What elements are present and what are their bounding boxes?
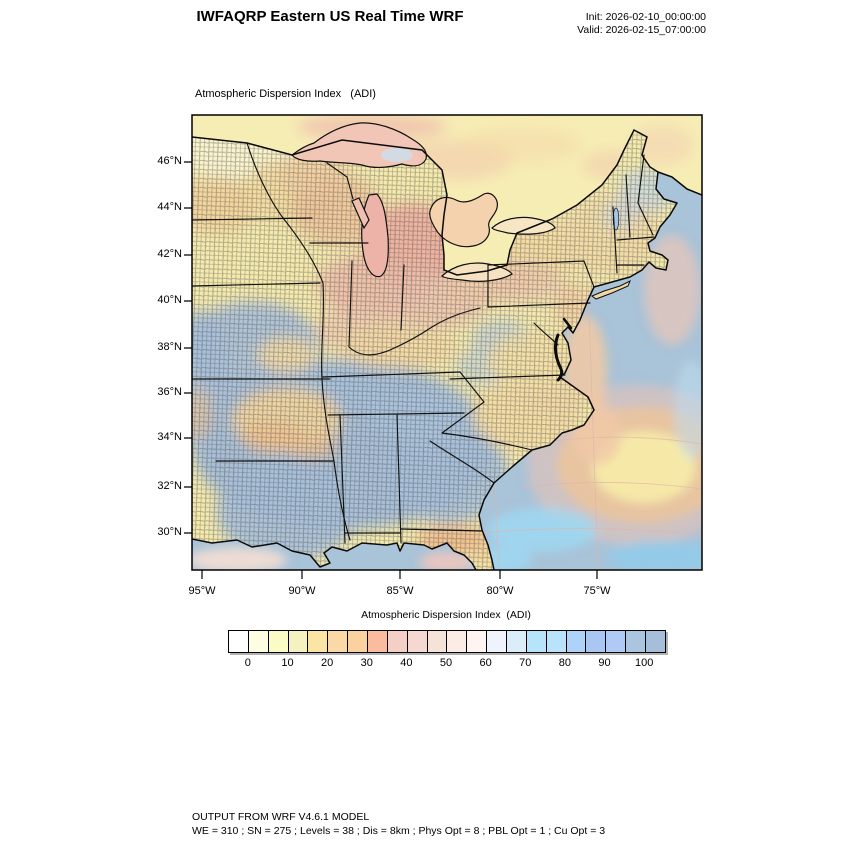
colorbar-cell (625, 631, 646, 652)
colorbar-cell (605, 631, 626, 652)
lat-tick-label: 36°N (157, 386, 182, 398)
valid-time-label: Valid: 2026-02-15_07:00:00 (577, 24, 706, 36)
colorbar-cell (367, 631, 387, 652)
lon-tick-label: 95°W (188, 585, 216, 597)
colorbar-cell (406, 631, 427, 652)
colorbar-cell (267, 631, 288, 652)
colorbar-tick-label: 70 (519, 657, 532, 669)
lake-ontario (491, 216, 556, 235)
model-info-block: OUTPUT FROM WRF V4.6.1 MODEL WE = 310 ; … (192, 811, 605, 838)
coastline (192, 171, 702, 570)
lon-tick-label: 90°W (288, 585, 316, 597)
page-title: IWFAQRP Eastern US Real Time WRF (196, 8, 464, 25)
lon-tick-label: 80°W (486, 585, 514, 597)
colorbar-cell (585, 631, 606, 652)
lat-tick-label: 30°N (157, 526, 182, 538)
colorbar-cell (645, 631, 665, 652)
lat-tick-label: 32°N (157, 480, 182, 492)
lake-michigan (361, 193, 389, 278)
colorbar-tick-label: 100 (634, 657, 654, 669)
colorbar-tick-label: 80 (558, 657, 572, 669)
colorbar-cell (247, 631, 268, 652)
colorbar-tick-label: 50 (439, 657, 453, 669)
lat-tick-label: 38°N (157, 341, 182, 353)
colorbar-tick-label: 20 (320, 657, 334, 669)
lat-tick-label: 46°N (157, 155, 182, 167)
colorbar-cell (565, 631, 586, 652)
map-frame (191, 114, 703, 571)
colorbar-cell (229, 631, 248, 652)
model-config-line: WE = 310 ; SN = 275 ; Levels = 38 ; Dis … (192, 824, 606, 837)
great-lakes (291, 122, 620, 282)
colorbar-cell (525, 631, 546, 652)
colorbar-tick-label: 10 (281, 657, 294, 669)
canada-border (192, 128, 659, 276)
init-time-label: Init: 2026-02-10_00:00:00 (585, 11, 706, 23)
lon-tick-label: 75°W (583, 585, 611, 597)
colorbar-cell (307, 631, 328, 652)
colorbar-cell (347, 631, 368, 652)
colorbar-tick-label: 40 (400, 657, 413, 669)
lat-tick-label: 40°N (157, 294, 182, 306)
lat-tick-label: 44°N (157, 201, 182, 213)
long-island (591, 279, 631, 300)
colorbar (228, 630, 666, 653)
delaware-bay (562, 317, 573, 330)
state-borders (192, 142, 655, 544)
colorbar-cell (426, 631, 447, 652)
colorbar-title: Atmospheric Dispersion Index (ADI) (361, 609, 531, 621)
run-info-block: Init: 2026-02-10_00:00:00 Valid: 2026-02… (535, 11, 706, 37)
lake-huron (429, 192, 498, 248)
map-field (192, 115, 702, 570)
model-output-line: OUTPUT FROM WRF V4.6.1 MODEL (192, 811, 370, 823)
colorbar-cell (446, 631, 467, 652)
colorbar-cell (466, 631, 487, 652)
axis-ticks (184, 161, 598, 579)
chesapeake-bay (553, 333, 564, 382)
colorbar-cell (287, 631, 308, 652)
colorbar-tick-label: 90 (598, 657, 611, 669)
adi-map (184, 114, 703, 579)
colorbar-cell (506, 631, 526, 652)
colorbar-cell (486, 631, 507, 652)
colorbar-tick-label: 0 (244, 657, 251, 669)
lat-tick-label: 34°N (157, 431, 182, 443)
colorbar-cell (545, 631, 566, 652)
colorbar-cell (386, 631, 407, 652)
colorbar-cell (327, 631, 348, 652)
colorbar-tick-label: 60 (479, 657, 492, 669)
graticule-lines (481, 282, 702, 570)
lat-tick-label: 42°N (157, 248, 182, 260)
green-bay (351, 197, 370, 230)
lon-tick-label: 85°W (386, 585, 414, 597)
map-subtitle: Atmospheric Dispersion Index (ADI) (195, 88, 376, 100)
colorbar-tick-label: 30 (360, 657, 373, 669)
